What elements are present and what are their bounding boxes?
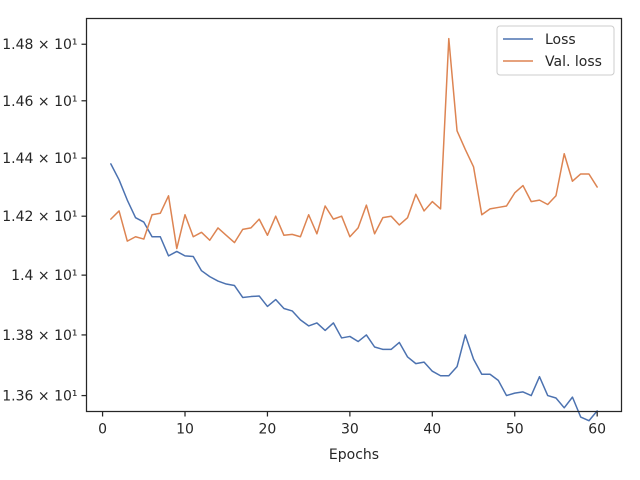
x-axis-label: Epochs	[329, 447, 379, 463]
series-layer	[110, 37, 598, 422]
x-tick-label: 10	[176, 422, 194, 438]
x-axis: 0 10 20 30 40 50 60	[98, 411, 606, 438]
series-line-val-loss	[110, 37, 598, 250]
x-tick-label: 40	[423, 422, 441, 438]
y-tick-label: 1.38 × 10¹	[2, 328, 77, 344]
legend-label: Val. loss	[545, 54, 602, 70]
axes-frame	[85, 17, 623, 413]
x-tick-label: 50	[506, 422, 524, 438]
legend: Loss Val. loss	[496, 25, 615, 76]
x-tick-label: 20	[259, 422, 277, 438]
y-tick-label: 1.36 × 10¹	[2, 389, 77, 405]
y-axis: 1.36 × 10¹ 1.38 × 10¹ 1.4 × 10¹ 1.42 × 10¹ 1…	[2, 37, 87, 405]
x-tick-label: 60	[588, 422, 606, 438]
series-line-loss	[110, 163, 598, 422]
y-tick-label: 1.42 × 10¹	[2, 209, 77, 225]
x-tick-label: 30	[341, 422, 359, 438]
legend-label: Loss	[545, 32, 576, 48]
y-tick-label: 1.48 × 10¹	[2, 37, 77, 53]
y-tick-label: 1.46 × 10¹	[2, 94, 77, 110]
y-tick-label: 1.44 × 10¹	[2, 151, 77, 167]
y-tick-label: 1.4 × 10¹	[11, 268, 77, 284]
x-tick-label: 0	[98, 422, 107, 438]
